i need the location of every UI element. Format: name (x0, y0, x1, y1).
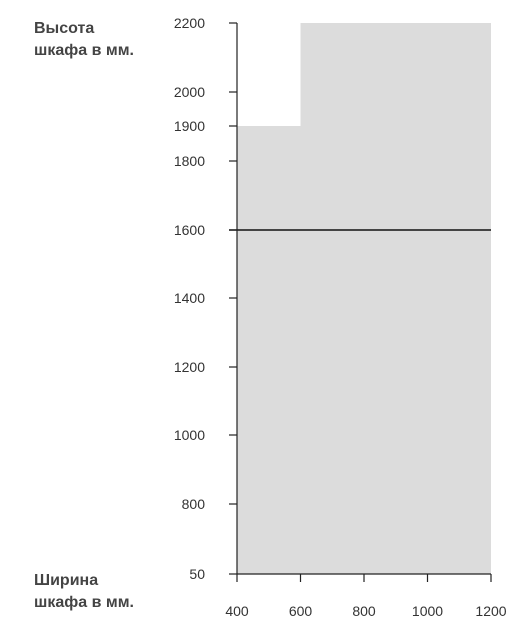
allowed-size-region (237, 23, 491, 574)
x-tick-label-1200: 1200 (475, 603, 506, 619)
y-axis-title: Высота шкафа в мм. (34, 18, 134, 62)
x-tick-label-800: 800 (352, 603, 376, 619)
y-tick-label-1400: 1400 (174, 290, 205, 306)
y-axis-title-line-1: Высота (34, 20, 95, 37)
y-tick-label-50: 50 (189, 566, 205, 582)
y-tick-label-1200: 1200 (174, 359, 205, 375)
y-tick-label-2000: 2000 (174, 84, 205, 100)
y-tick-label-1900: 1900 (174, 118, 205, 134)
x-tick-label-600: 600 (289, 603, 313, 619)
y-tick-label-2200: 2200 (174, 15, 205, 31)
x-axis-title-line-2: шкафа в мм. (34, 594, 134, 611)
y-tick-label-1000: 1000 (174, 427, 205, 443)
x-tick-label-1000: 1000 (412, 603, 443, 619)
x-tick-label-400: 400 (225, 603, 249, 619)
y-tick-label-800: 800 (182, 496, 206, 512)
y-axis-title-line-2: шкафа в мм. (34, 42, 134, 59)
y-tick-label-1600: 1600 (174, 222, 205, 238)
x-axis-title-line-1: Ширина (34, 572, 99, 589)
y-tick-label-1800: 1800 (174, 153, 205, 169)
x-axis-title: Ширина шкафа в мм. (34, 570, 134, 614)
